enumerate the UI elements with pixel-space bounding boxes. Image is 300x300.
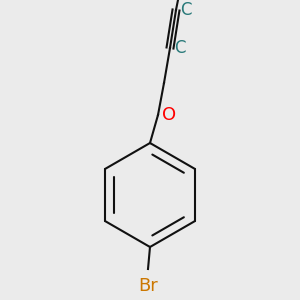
Text: C: C [174,39,185,57]
Text: Br: Br [138,277,158,295]
Text: O: O [162,106,176,124]
Text: C: C [180,1,191,19]
